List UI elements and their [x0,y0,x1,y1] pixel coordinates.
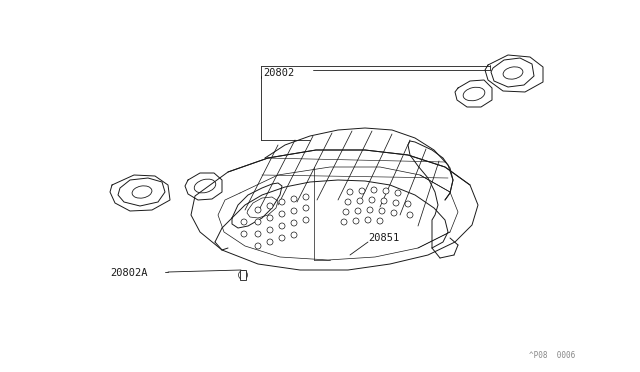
Circle shape [255,207,261,213]
Circle shape [279,199,285,205]
Circle shape [291,220,297,226]
Circle shape [343,209,349,215]
Circle shape [359,188,365,194]
Circle shape [371,187,377,193]
Circle shape [377,218,383,224]
Circle shape [291,232,297,238]
Circle shape [379,208,385,214]
Circle shape [279,223,285,229]
Circle shape [355,208,361,214]
Circle shape [391,210,397,216]
Text: 20802A: 20802A [110,268,147,278]
Circle shape [383,188,389,194]
Circle shape [367,207,373,213]
Circle shape [267,215,273,221]
Circle shape [291,208,297,214]
Circle shape [381,198,387,204]
Circle shape [345,199,351,205]
Circle shape [255,231,261,237]
Text: ^P08  0006: ^P08 0006 [529,351,575,360]
Circle shape [303,205,309,211]
Circle shape [357,198,363,204]
Circle shape [279,235,285,241]
Circle shape [291,196,297,202]
Circle shape [395,190,401,196]
Circle shape [369,197,375,203]
Circle shape [347,189,353,195]
Circle shape [241,219,247,225]
Circle shape [405,201,411,207]
Circle shape [407,212,413,218]
Circle shape [341,219,347,225]
Circle shape [239,270,248,279]
Circle shape [267,227,273,233]
Circle shape [241,231,247,237]
Text: 20851: 20851 [368,233,399,243]
Circle shape [255,243,261,249]
Circle shape [267,203,273,209]
Circle shape [303,194,309,200]
Circle shape [393,200,399,206]
Circle shape [365,217,371,223]
Circle shape [353,218,359,224]
Circle shape [279,211,285,217]
Circle shape [303,217,309,223]
Polygon shape [240,270,246,280]
Polygon shape [491,58,534,87]
Circle shape [255,219,261,225]
Polygon shape [191,150,478,270]
Circle shape [267,239,273,245]
Polygon shape [118,178,165,206]
Text: 20802: 20802 [263,68,294,78]
